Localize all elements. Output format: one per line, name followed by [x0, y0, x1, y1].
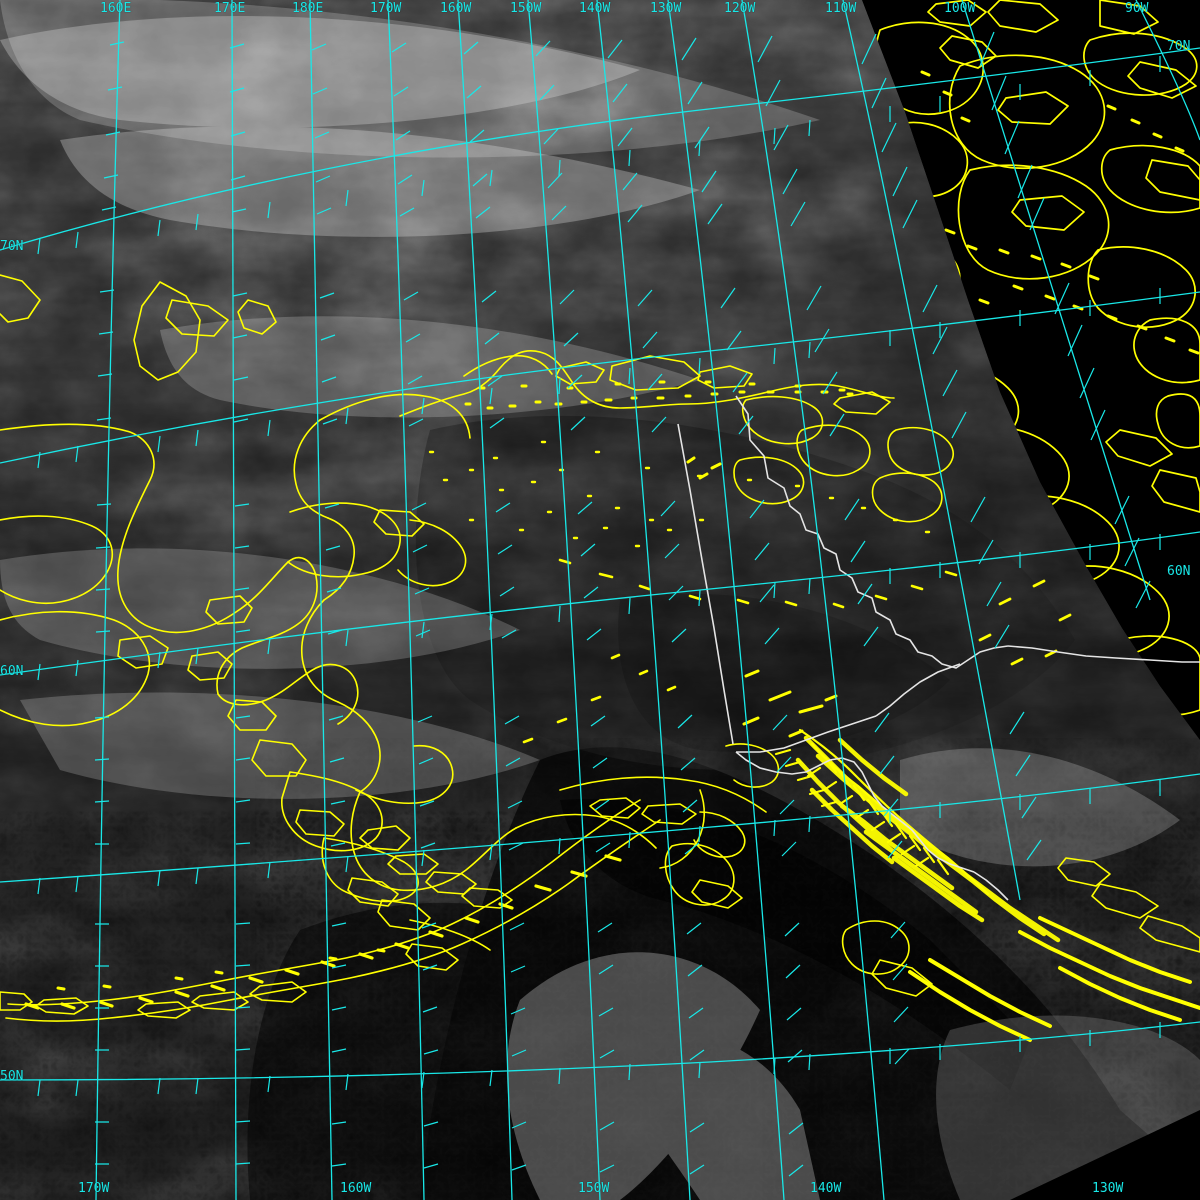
- lon-label-top: 150W: [510, 1, 542, 16]
- political-border-layer: [677, 395, 1200, 901]
- lon-label-top: 180E: [292, 1, 324, 16]
- lon-label-bottom: 160W: [340, 1181, 372, 1196]
- lon-label-top: 130W: [650, 1, 682, 16]
- lat-label-left: 50N: [0, 1069, 24, 1084]
- lon-label-top: 110W: [825, 1, 857, 16]
- lon-label-bottom: 170W: [78, 1181, 110, 1196]
- lon-label-top: 100W: [944, 1, 976, 16]
- parallel-lines: [0, 47, 1200, 1081]
- lat-label-right: 70N: [1167, 39, 1191, 54]
- lon-label-top: 170W: [370, 1, 402, 16]
- lon-label-top: 140W: [579, 1, 611, 16]
- lon-label-top: 90W: [1125, 1, 1149, 16]
- lat-label-right: 60N: [1167, 564, 1191, 579]
- coastline-layer: [0, 274, 1200, 1042]
- lon-label-top: 160E: [100, 1, 132, 16]
- lon-label-bottom: 140W: [810, 1181, 842, 1196]
- lon-label-bottom: 150W: [578, 1181, 610, 1196]
- lon-label-top: 170E: [214, 1, 246, 16]
- lat-label-left: 60N: [0, 664, 24, 679]
- lon-label-top: 120W: [724, 1, 756, 16]
- parallel-ticks: [37, 56, 1161, 1097]
- lat-label-left: 70N: [0, 239, 24, 254]
- lon-label-bottom: 130W: [1092, 1181, 1124, 1196]
- lon-label-top: 160W: [440, 1, 472, 16]
